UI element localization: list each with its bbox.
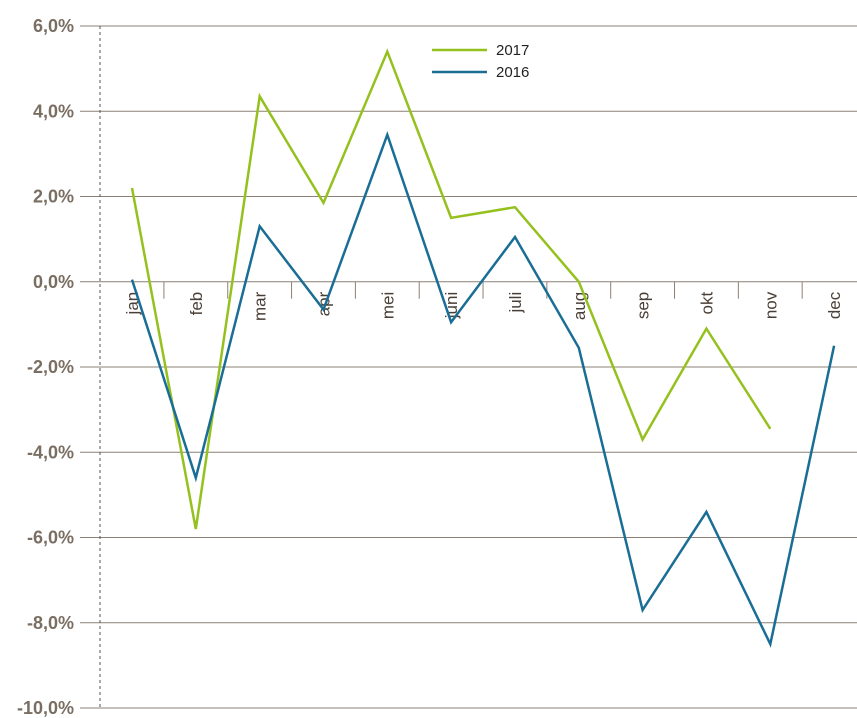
x-tick-label: nov	[761, 291, 780, 319]
x-tick-label: mei	[378, 292, 397, 319]
legend: 2017 2016	[432, 42, 529, 81]
series-line-2016	[130, 130, 836, 648]
series-lines	[130, 48, 836, 648]
y-axis-tick-labels: 6,0% 4,0% 2,0% 0,0% -2,0% -4,0% -6,0% -8,0% -10,…	[17, 16, 74, 718]
x-tick-label: juli	[506, 292, 525, 314]
x-tick-label: okt	[697, 291, 716, 314]
y-tick-label: 4,0%	[33, 101, 74, 121]
legend-label: 2016	[496, 64, 529, 81]
legend-label: 2017	[496, 42, 529, 59]
y-tick-label: -4,0%	[27, 442, 74, 462]
x-tick-label: mar	[251, 291, 270, 321]
x-tick-label: aug	[570, 292, 589, 320]
x-axis-tick-labels: jan feb mar apr mei juni juli aug sep okt nov dec	[123, 291, 844, 321]
y-tick-label: 6,0%	[33, 16, 74, 36]
x-tick-label: sep	[634, 292, 653, 319]
y-tick-label: -8,0%	[27, 613, 74, 633]
x-tick-label: feb	[187, 292, 206, 316]
y-tick-label: 0,0%	[33, 272, 74, 292]
y-tick-label: -6,0%	[27, 528, 74, 548]
series-line-2017	[130, 48, 772, 530]
y-tick-label: -2,0%	[27, 357, 74, 377]
y-tick-label: 2,0%	[33, 187, 74, 207]
y-tick-label: -10,0%	[17, 698, 74, 718]
gridlines	[80, 25, 857, 709]
x-tick-label: dec	[825, 291, 844, 319]
category-separators	[163, 281, 803, 299]
x-tick-label: apr	[314, 291, 333, 316]
